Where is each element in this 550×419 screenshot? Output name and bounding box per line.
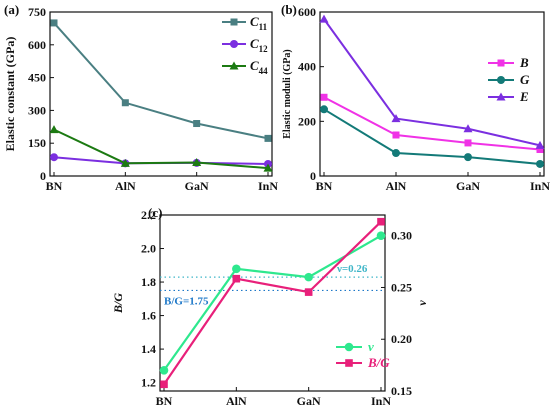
data-point-e [463,124,473,133]
x-tick-label-c: BN [156,394,173,408]
data-point-b [392,131,400,139]
data-point-c12 [50,153,58,162]
data-point-c11 [264,134,272,142]
series-line-c44 [53,128,269,170]
y-tick-label-left-c: 2.0 [141,242,156,256]
series-line-e [323,18,541,147]
x-tick-label-c: InN [371,394,391,408]
y-tick-label-a: 0 [40,169,46,183]
x-tick-label-b: GaN [456,179,480,193]
reference-label-bg: B/G=1.75 [164,295,209,307]
y-axis-title-left-c: B/G [111,293,125,314]
series-line-c11 [53,22,269,140]
x-tick-label-b: InN [530,179,550,193]
legend-label-g: G [520,72,530,87]
y-tick-label-b: 400 [298,60,316,74]
data-point-g [464,153,472,162]
data-point-nu [159,365,169,375]
x-tick-label-a: InN [258,179,278,193]
y-tick-label-a: 150 [28,136,46,150]
legend-marker-e [496,92,506,101]
series-line-g [323,108,541,165]
legend-label-nu: ν [368,339,374,354]
y-tick-label-left-c: 1.8 [141,275,156,289]
panel-label-a: (a) [4,2,19,17]
y-tick-label-b: 0 [310,169,316,183]
data-point-b [320,93,328,101]
legend-marker-c11 [230,18,238,26]
legend-label-c44: C44 [250,58,268,76]
data-point-c44 [192,157,202,166]
data-point-e [535,140,545,149]
x-tick-label-b: BN [316,179,333,193]
data-point-c44 [263,163,273,172]
y-tick-label-a: 300 [28,103,46,117]
legend-label-b: B [519,55,529,70]
y-tick-label-right-c: 0.20 [391,332,412,346]
data-point-g [392,149,400,158]
y-tick-label-b: 600 [298,5,316,19]
x-tick-label-a: AlN [115,179,136,193]
series-line-b [323,96,541,151]
y-tick-label-a: 600 [28,38,46,52]
legend-label-bg: B/G [367,355,390,370]
data-point-nu [376,231,386,241]
x-tick-label-b: AlN [386,179,407,193]
data-point-nu [232,264,241,274]
y-tick-label-a: 750 [28,5,46,19]
data-point-bg [232,274,241,283]
data-point-bg [304,288,313,296]
axes-frame-b [319,11,545,177]
data-point-c44 [120,158,130,167]
legend-marker-bg [345,359,353,367]
axes-frame-a [49,11,273,177]
y-axis-title-a: Elastic constant (GPa) [3,37,17,152]
reference-label-nu: ν=0.26 [336,263,368,275]
data-point-g [536,159,544,168]
data-point-bg [377,217,385,226]
data-point-b [464,139,472,147]
data-point-c44 [49,125,59,134]
data-point-bg [160,380,168,389]
legend-marker-g [497,76,505,84]
x-tick-label-a: GaN [185,179,209,193]
data-point-g [320,105,328,114]
y-axis-title-b: Elastic moduli (GPa) [282,49,293,138]
y-tick-label-right-c: 0.25 [391,280,412,294]
x-tick-label-c: AlN [226,394,247,408]
data-point-b [536,145,544,153]
y-tick-label-left-c: 1.2 [141,376,156,390]
axes-frame-c [159,214,386,392]
x-tick-label-a: BN [46,179,63,193]
y-tick-label-left-c: 2.2 [141,208,156,222]
data-point-e [319,14,329,23]
data-point-c11 [50,19,58,27]
y-tick-label-right-c: 0.30 [391,229,412,243]
legend-marker-b [497,59,505,67]
y-tick-label-left-c: 1.6 [141,309,156,323]
data-point-nu [304,272,313,282]
y-tick-label-right-c: 0.15 [391,384,412,398]
y-tick-label-a: 450 [28,71,46,85]
y-axis-title-right-c: ν [415,300,429,306]
y-tick-label-left-c: 1.4 [141,342,156,356]
data-point-c11 [193,120,201,128]
legend-marker-c44 [229,61,239,70]
panel-label-c: (c) [148,205,162,220]
data-point-e [391,114,401,123]
legend-label-e: E [519,89,529,104]
data-point-c11 [121,99,129,107]
legend-label-c11: C11 [250,14,268,32]
y-tick-label-b: 200 [298,114,316,128]
panel-label-b: (b) [281,2,297,17]
x-tick-label-c: GaN [297,394,321,408]
legend-label-c12: C12 [250,36,268,54]
series-line-bg [163,220,382,385]
legend-marker-nu [344,342,354,352]
legend-marker-c12 [230,40,238,48]
